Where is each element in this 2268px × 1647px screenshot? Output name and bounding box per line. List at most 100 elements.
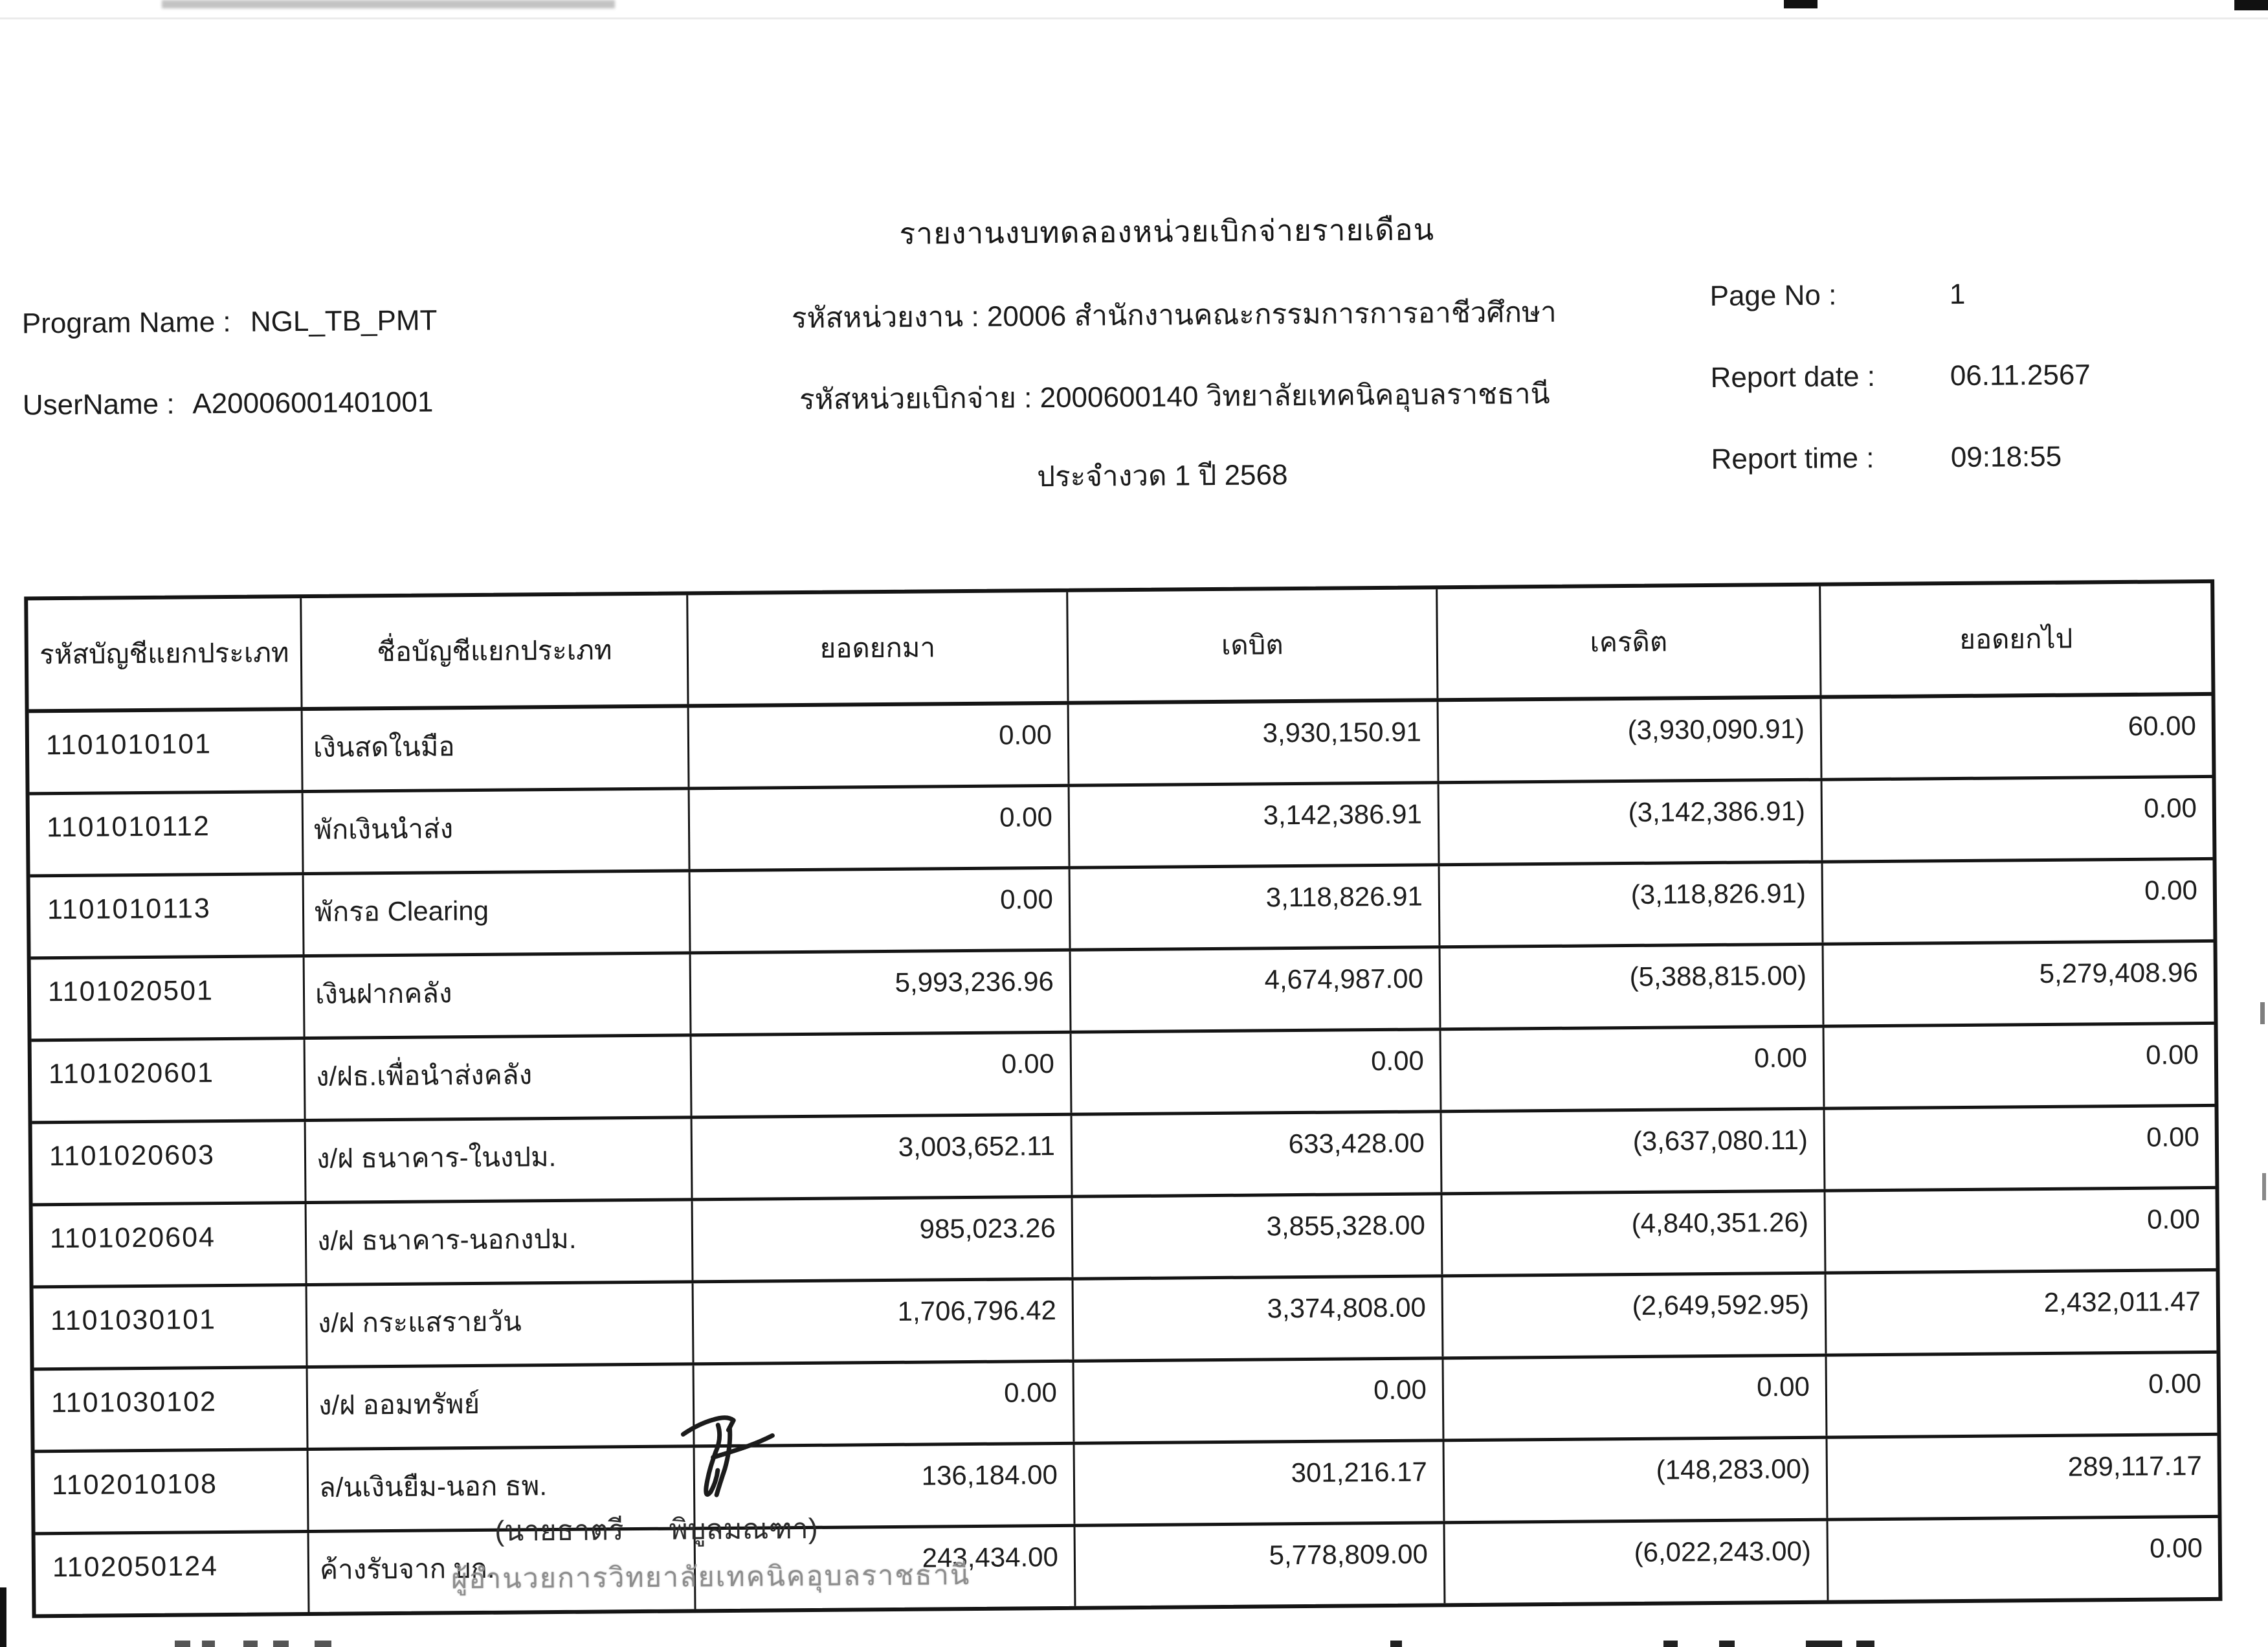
cell-debit: 3,855,328.00 bbox=[1073, 1195, 1443, 1277]
report-time-label: Report time : bbox=[1711, 442, 1874, 475]
username-line: UserName : A20006001401001 bbox=[23, 386, 434, 421]
cell-carry-forward: 60.00 bbox=[2128, 710, 2197, 741]
scan-artifact-mark bbox=[1784, 0, 1818, 8]
cell-carry-forward: 5,279,408.96 bbox=[2039, 957, 2199, 989]
report-date-label: Report date : bbox=[1710, 360, 1876, 394]
cell-code: 1101020603 bbox=[32, 1122, 307, 1204]
page-title: รายงานงบทดลองหน่วยเบิกจ่ายรายเดือน bbox=[899, 212, 1435, 251]
report-date-value: 06.11.2567 bbox=[1950, 359, 2091, 392]
cell-code: 1101010112 bbox=[29, 793, 304, 875]
program-name-value: NGL_TB_PMT bbox=[250, 304, 438, 338]
cell-carry-forward: 0.00 bbox=[2146, 1204, 2201, 1235]
cell-carry-forward: 0.00 bbox=[2143, 792, 2197, 824]
username-value: A20006001401001 bbox=[192, 386, 434, 420]
scan-artifact-edge bbox=[0, 1587, 6, 1647]
table-header-row: รหัสบัญชีแยกประเภท ชื่อบัญชีแยกประเภท ยอ… bbox=[28, 583, 2212, 713]
page-no-line: Page No : 1 bbox=[1709, 278, 1965, 313]
cell-bring-forward: 1,706,796.42 bbox=[693, 1280, 1074, 1363]
scan-artifact-mark bbox=[2234, 0, 2268, 10]
scan-artifact-top-smudge bbox=[162, 0, 615, 8]
cell-name: พักรอ Clearing bbox=[304, 872, 691, 955]
cell-bring-forward: 0.00 bbox=[689, 787, 1071, 869]
table-body: 1101010101 เงินสดในมือ 0.00 3,930,150.91 (3,… bbox=[28, 695, 2219, 1615]
report-date-line: Report date : 06.11.2567 bbox=[1710, 359, 2091, 394]
col-header-bring-forward: ยอดยกมา bbox=[688, 592, 1069, 704]
cell-credit: (4,840,351.26) bbox=[1442, 1192, 1827, 1275]
cell-credit: (3,142,386.91) bbox=[1439, 781, 1823, 864]
cell-carry-forward: 0.00 bbox=[2148, 1368, 2202, 1399]
cell-debit: 3,118,826.91 bbox=[1070, 866, 1441, 948]
cell-name: เงินสดในมือ bbox=[302, 708, 690, 790]
cell-debit: 3,930,150.91 bbox=[1069, 702, 1440, 784]
cell-name: ง/ฝธ.เพื่อนำส่งคลัง bbox=[305, 1036, 693, 1119]
cell-credit: 0.00 bbox=[1441, 1027, 1825, 1110]
cell-code: 1102050124 bbox=[35, 1533, 310, 1615]
cell-name: พักเงินนำส่ง bbox=[303, 790, 691, 873]
col-header-carry-forward: ยอดยกไป bbox=[1959, 623, 2073, 655]
cell-code: 1101020601 bbox=[31, 1040, 306, 1121]
page-no-label: Page No : bbox=[1709, 279, 1837, 312]
report-time-line: Report time : 09:18:55 bbox=[1711, 441, 2062, 476]
cell-debit: 301,216.17 bbox=[1074, 1442, 1445, 1524]
scan-artifact-dash bbox=[273, 1641, 289, 1647]
cell-bring-forward: 985,023.26 bbox=[693, 1198, 1074, 1281]
cell-credit: 0.00 bbox=[1443, 1356, 1828, 1439]
page-no-value: 1 bbox=[1949, 278, 1966, 311]
scan-artifact-mark bbox=[2262, 1173, 2266, 1200]
program-name-line: Program Name : NGL_TB_PMT bbox=[22, 304, 438, 340]
cell-code: 1101020604 bbox=[32, 1204, 307, 1286]
cell-name: ง/ฝ ธนาคาร-ในงปม. bbox=[306, 1119, 693, 1202]
username-label: UserName : bbox=[22, 388, 175, 421]
cell-credit: (2,649,592.95) bbox=[1443, 1274, 1827, 1357]
cell-debit: 5,778,809.00 bbox=[1075, 1524, 1446, 1606]
cell-debit: 3,142,386.91 bbox=[1069, 784, 1440, 866]
scan-artifact-dash bbox=[202, 1641, 215, 1647]
col-header-account-code: รหัสบัญชีแยกประเภท bbox=[28, 598, 303, 710]
cell-code: 1102010108 bbox=[34, 1451, 309, 1532]
scan-artifact-dash bbox=[1390, 1641, 1402, 1647]
cell-carry-forward: 2,432,011.47 bbox=[2043, 1286, 2201, 1317]
cell-debit: 633,428.00 bbox=[1072, 1113, 1443, 1195]
cell-name: เงินฝากคลัง bbox=[304, 954, 692, 1037]
cell-code: 1101020501 bbox=[30, 958, 306, 1039]
scan-artifact-dash bbox=[243, 1641, 258, 1647]
scan-artifact-scanline bbox=[0, 17, 2268, 19]
scan-artifact-dash bbox=[315, 1641, 331, 1647]
cell-carry-forward: 289,117.17 bbox=[2067, 1450, 2203, 1482]
scan-artifact-mark bbox=[2260, 1002, 2265, 1024]
cell-code: 1101010113 bbox=[30, 875, 305, 957]
cell-code: 1101030102 bbox=[34, 1369, 309, 1450]
program-name-label: Program Name : bbox=[21, 306, 231, 340]
agency-code-line: รหัสหน่วยงาน : 20006 สำนักงานคณะกรรมการก… bbox=[791, 296, 1557, 335]
trial-balance-table: รหัสบัญชีแยกประเภท ชื่อบัญชีแยกประเภท ยอ… bbox=[24, 579, 2223, 1619]
cell-name: ง/ฝ ธนาคาร-นอกงปม. bbox=[306, 1201, 694, 1284]
cell-credit: (6,022,243.00) bbox=[1445, 1521, 1829, 1604]
cell-carry-forward: 0.00 bbox=[2149, 1532, 2203, 1563]
cell-carry-forward: 0.00 bbox=[2145, 1039, 2199, 1070]
cell-bring-forward: 0.00 bbox=[691, 1033, 1073, 1116]
stamp-director-name: (นายธาตรี พิบูลมณฑา) bbox=[495, 1512, 818, 1547]
cell-credit: (3,118,826.91) bbox=[1440, 863, 1824, 946]
scan-artifact-dash bbox=[1856, 1641, 1874, 1647]
cell-code: 1101030101 bbox=[33, 1286, 308, 1368]
stamp-director-title: ผู้อำนวยการวิทยาลัยเทคนิคอุบลราชธานี bbox=[450, 1560, 971, 1595]
period-line: ประจำงวด 1 ปี 2568 bbox=[1036, 459, 1288, 493]
cell-bring-forward: 0.00 bbox=[690, 869, 1071, 952]
cell-debit: 0.00 bbox=[1071, 1031, 1442, 1113]
cell-bring-forward: 3,003,652.11 bbox=[692, 1115, 1073, 1198]
cell-carry-forward: 0.00 bbox=[2146, 1121, 2200, 1152]
cell-name: ง/ฝ ออมทรัพย์ bbox=[307, 1365, 695, 1448]
cell-bring-forward: 0.00 bbox=[689, 704, 1070, 787]
col-header-debit: เดบิต bbox=[1068, 589, 1439, 701]
cell-credit: (3,637,080.11) bbox=[1441, 1110, 1826, 1193]
cell-debit: 0.00 bbox=[1074, 1360, 1445, 1442]
col-header-credit: เครดิต bbox=[1438, 586, 1822, 699]
cell-code: 1101010101 bbox=[28, 711, 304, 792]
cell-credit: (148,283.00) bbox=[1444, 1439, 1829, 1521]
cell-carry-forward: 0.00 bbox=[2144, 875, 2198, 906]
cell-debit: 4,674,987.00 bbox=[1071, 948, 1441, 1031]
disbursement-unit-line: รหัสหน่วยเบิกจ่าย : 2000600140 วิทยาลัยเ… bbox=[799, 377, 1550, 416]
cell-name: ง/ฝ กระแสรายวัน bbox=[307, 1283, 695, 1366]
cell-bring-forward: 5,993,236.96 bbox=[691, 951, 1072, 1034]
